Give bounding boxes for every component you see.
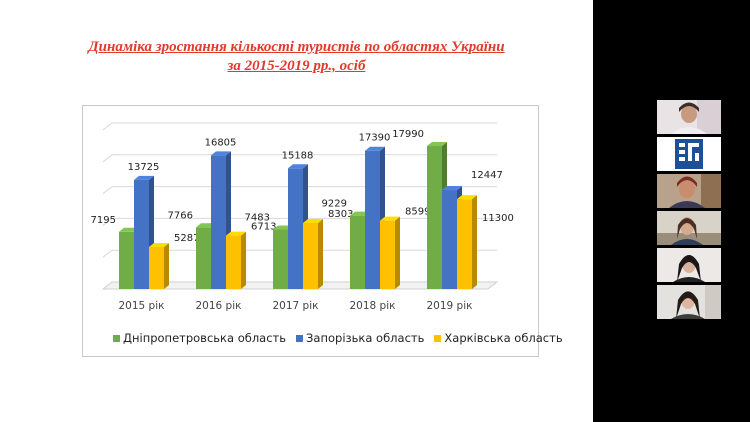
bar-front xyxy=(149,246,164,289)
bar-side xyxy=(472,195,477,289)
participant-5-video[interactable] xyxy=(657,285,721,319)
bar-front xyxy=(226,235,241,289)
data-label: 5287 xyxy=(174,233,199,244)
data-label: 12447 xyxy=(471,170,503,181)
data-label: 7195 xyxy=(91,215,116,226)
gridline-side xyxy=(102,154,113,163)
data-label: 15188 xyxy=(282,150,314,161)
bar-front xyxy=(273,229,288,289)
bar-side xyxy=(241,231,246,289)
participant-2-image xyxy=(657,174,721,208)
bar-front xyxy=(427,145,442,289)
bar-top xyxy=(457,195,477,200)
participant-1-video[interactable] xyxy=(657,100,721,134)
legend-swatch xyxy=(434,335,442,342)
bar-front xyxy=(303,222,318,289)
bar-top xyxy=(427,141,447,146)
bar-front xyxy=(365,150,380,289)
legend-swatch xyxy=(296,335,304,342)
bar-top xyxy=(149,242,169,247)
category-label: 2017 рік xyxy=(273,300,319,312)
data-label: 17990 xyxy=(392,129,424,140)
category-label: 2019 рік xyxy=(427,300,473,312)
bar-top xyxy=(303,218,323,223)
legend-label: Харківська область xyxy=(444,331,563,345)
participant-4-video[interactable] xyxy=(657,248,721,282)
category-label: 2018 рік xyxy=(350,300,396,312)
bar-front xyxy=(134,179,149,289)
slide-title-line-2: за 2015-2019 рр., осіб xyxy=(227,58,366,74)
data-label: 16805 xyxy=(205,137,237,148)
participant-3-image xyxy=(657,211,721,245)
data-label: 9229 xyxy=(322,199,347,210)
bar-chart: 7195 13725 5287 2015 рік 7766 16805 6713 2016 р… xyxy=(91,122,514,312)
bar-top xyxy=(134,175,154,180)
data-label: 11300 xyxy=(482,213,514,224)
bar xyxy=(149,242,169,289)
bar-front xyxy=(442,190,457,289)
bar-front xyxy=(350,215,365,289)
legend-swatch xyxy=(113,335,120,342)
bar-side xyxy=(164,242,169,289)
bar xyxy=(457,195,477,289)
participant-5-image xyxy=(657,285,721,319)
bar xyxy=(380,216,400,289)
legend-label: Запорізька область xyxy=(306,331,425,345)
slide-title: Динаміка зростання кількості туристів по… xyxy=(0,38,593,76)
data-label: 17390 xyxy=(359,133,391,144)
gridline-side xyxy=(102,186,113,194)
legend-item: Харківська область xyxy=(434,331,563,345)
participant-3-video[interactable] xyxy=(657,211,721,245)
bar-side xyxy=(318,218,323,289)
bar-front xyxy=(211,155,226,289)
shared-slide: Динаміка зростання кількості туристів по… xyxy=(0,0,593,422)
data-label: 8303 xyxy=(328,209,353,220)
data-label: 7483 xyxy=(245,213,270,224)
bar-front xyxy=(380,220,395,289)
bar-top xyxy=(288,164,308,169)
participant-1-image xyxy=(657,100,721,134)
institution-logo xyxy=(657,137,721,171)
chart-area: 7195 13725 5287 2015 рік 7766 16805 6713 2016 р… xyxy=(82,105,563,357)
data-label: 8599 xyxy=(405,207,430,218)
bar-top xyxy=(365,146,385,151)
participants-panel xyxy=(657,100,721,322)
bar-front xyxy=(288,168,303,289)
bar-top xyxy=(380,216,400,221)
bar-front xyxy=(119,231,134,289)
bar-front xyxy=(457,199,472,289)
bar-top xyxy=(226,231,246,236)
participant-4-image xyxy=(657,248,721,282)
legend-item: Запорізька область xyxy=(296,331,424,345)
institution-logo-tile xyxy=(657,137,721,171)
bar xyxy=(226,231,246,289)
legend-label: Дніпропетровська область xyxy=(123,331,287,345)
bar-front xyxy=(196,227,211,289)
slide-title-line-1: Динаміка зростання кількості туристів по… xyxy=(88,39,505,55)
bar-side xyxy=(395,216,400,289)
category-label: 2015 рік xyxy=(119,300,165,312)
bar-top xyxy=(211,151,231,156)
bar xyxy=(303,218,323,289)
chart-legend: Дніпропетровська область Запорізька облас… xyxy=(113,331,573,345)
data-label: 13725 xyxy=(128,162,160,173)
bar-top xyxy=(442,186,462,191)
gridline-side xyxy=(102,249,113,258)
category-label: 2016 рік xyxy=(196,300,242,312)
data-label: 7766 xyxy=(168,210,193,221)
legend-item: Дніпропетровська область xyxy=(113,331,286,345)
gridline-side xyxy=(102,218,113,226)
participant-2-video[interactable] xyxy=(657,174,721,208)
data-label: 6713 xyxy=(251,222,276,233)
gridline-side xyxy=(102,122,113,131)
